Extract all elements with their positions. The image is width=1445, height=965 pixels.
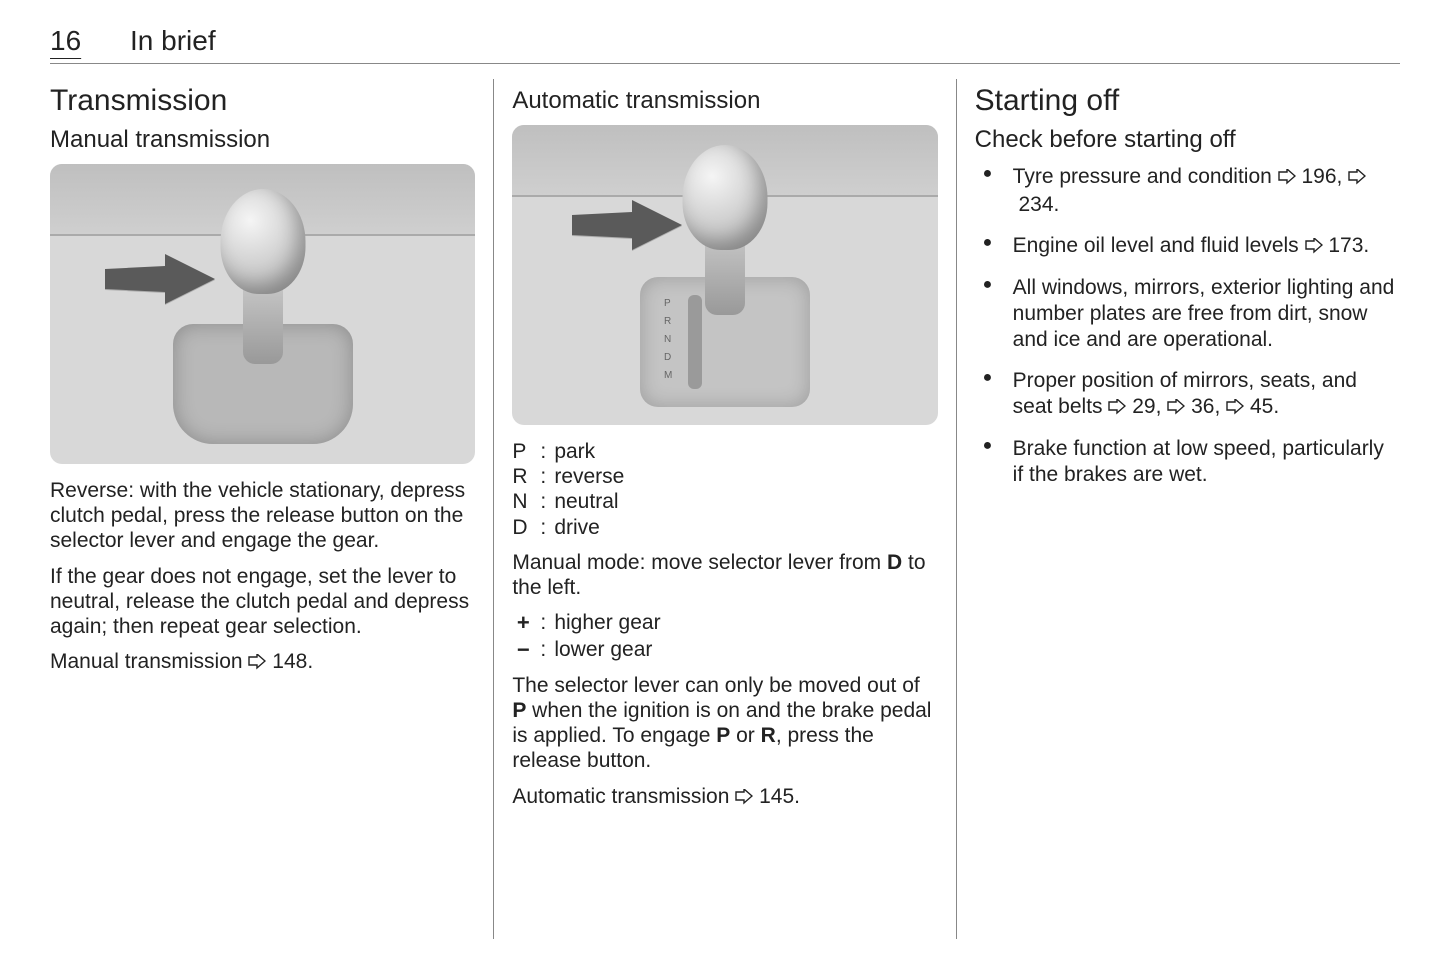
checklist-item: Proper position of mirrors, seats, and s… bbox=[975, 368, 1400, 423]
manual-shift-list: +: higher gear −: lower gear bbox=[512, 610, 937, 663]
ref-label: Automatic transmission bbox=[512, 785, 729, 808]
chapter-title: In brief bbox=[130, 25, 216, 57]
ref-arrow-icon bbox=[1305, 235, 1323, 261]
column-1: Transmission Manual transmission Reverse… bbox=[50, 79, 493, 939]
checklist-item: Brake function at low speed, particularl… bbox=[975, 436, 1400, 489]
item-text: Engine oil level and fluid levels bbox=[1013, 234, 1305, 257]
gear-key: P bbox=[512, 439, 540, 464]
gear-key: D bbox=[512, 515, 540, 540]
checklist-item: Tyre pressure and condition 196, 234. bbox=[975, 164, 1400, 219]
bold-p: P bbox=[512, 699, 526, 722]
gear-d: D: drive bbox=[512, 515, 937, 540]
gear-r: R: reverse bbox=[512, 464, 937, 489]
ref-arrow-icon bbox=[248, 651, 266, 676]
selector-marks-graphic: PRNDM bbox=[664, 295, 672, 385]
item-text: Brake function at low speed, particularl… bbox=[1013, 437, 1384, 486]
shifter-knob-graphic bbox=[220, 189, 305, 294]
column-3: Starting off Check before starting off T… bbox=[956, 79, 1400, 939]
manual-shifter-illustration bbox=[50, 164, 475, 464]
gear-n: N: neutral bbox=[512, 489, 937, 514]
gear-label: neutral bbox=[554, 489, 618, 514]
reengage-instruction: If the gear does not engage, set the lev… bbox=[50, 564, 475, 640]
heading-manual-transmission: Manual transmission bbox=[50, 126, 475, 154]
ref-label: Manual transmission bbox=[50, 650, 243, 673]
plus-icon: + bbox=[512, 610, 534, 636]
page-number: 16 bbox=[50, 25, 130, 57]
bold-p2: P bbox=[716, 724, 730, 747]
minus-icon: − bbox=[512, 637, 534, 663]
column-2: Automatic transmission PRNDM P: park bbox=[493, 79, 955, 939]
ref-arrow-icon bbox=[1348, 166, 1366, 192]
reverse-instruction: Reverse: with the vehicle stationary, de… bbox=[50, 478, 475, 554]
page-header: 16 In brief bbox=[50, 25, 1400, 64]
note-part: The selector lever can only be moved out… bbox=[512, 674, 919, 697]
ref-page: 145 bbox=[759, 785, 794, 808]
direction-arrow-icon bbox=[572, 200, 682, 265]
gear-label: park bbox=[554, 439, 595, 464]
shift-label: higher gear bbox=[554, 610, 660, 636]
automatic-transmission-ref: Automatic transmission 145. bbox=[512, 784, 937, 811]
ref-arrow-icon bbox=[1226, 396, 1244, 422]
note-part: or bbox=[730, 724, 760, 747]
gear-key: N bbox=[512, 489, 540, 514]
heading-automatic-transmission: Automatic transmission bbox=[512, 87, 937, 115]
checklist: Tyre pressure and condition 196, 234. Eng… bbox=[975, 164, 1400, 489]
direction-arrow-icon bbox=[105, 254, 215, 319]
columns: Transmission Manual transmission Reverse… bbox=[50, 79, 1400, 939]
manual-transmission-ref: Manual transmission 148. bbox=[50, 649, 475, 676]
ref-arrow-icon bbox=[1278, 166, 1296, 192]
automatic-shifter-illustration: PRNDM bbox=[512, 125, 937, 425]
shift-down: −: lower gear bbox=[512, 637, 937, 663]
ref-arrow-icon bbox=[1167, 396, 1185, 422]
shift-up: +: higher gear bbox=[512, 610, 937, 636]
item-text: Tyre pressure and condition bbox=[1013, 165, 1278, 188]
bold-d: D bbox=[887, 551, 902, 574]
ref-arrow-icon bbox=[735, 786, 753, 811]
bold-r: R bbox=[761, 724, 776, 747]
item-text: All windows, mirrors, exterior lighting … bbox=[1013, 276, 1395, 352]
gear-label: reverse bbox=[554, 464, 624, 489]
selector-note: The selector lever can only be moved out… bbox=[512, 673, 937, 774]
heading-starting-off: Starting off bbox=[975, 84, 1400, 118]
item-text: Proper position of mirrors, seats, and s… bbox=[1013, 369, 1357, 418]
heading-check-before: Check before starting off bbox=[975, 126, 1400, 154]
gear-label: drive bbox=[554, 515, 600, 540]
checklist-item: All windows, mirrors, exterior lighting … bbox=[975, 275, 1400, 354]
ref-page: 148 bbox=[272, 650, 307, 673]
checklist-item: Engine oil level and fluid levels 173. bbox=[975, 233, 1400, 261]
shifter-knob-graphic bbox=[682, 145, 767, 250]
manual-page: 16 In brief Transmission Manual transmis… bbox=[0, 0, 1445, 965]
selector-slot-graphic bbox=[688, 295, 702, 389]
gear-position-list: P: park R: reverse N: neutral D: drive bbox=[512, 439, 937, 540]
ref-arrow-icon bbox=[1108, 396, 1126, 422]
heading-transmission: Transmission bbox=[50, 84, 475, 118]
shift-label: lower gear bbox=[554, 637, 652, 663]
gear-p: P: park bbox=[512, 439, 937, 464]
gear-key: R bbox=[512, 464, 540, 489]
manual-mode-text: Manual mode: move selector lever from D … bbox=[512, 550, 937, 600]
